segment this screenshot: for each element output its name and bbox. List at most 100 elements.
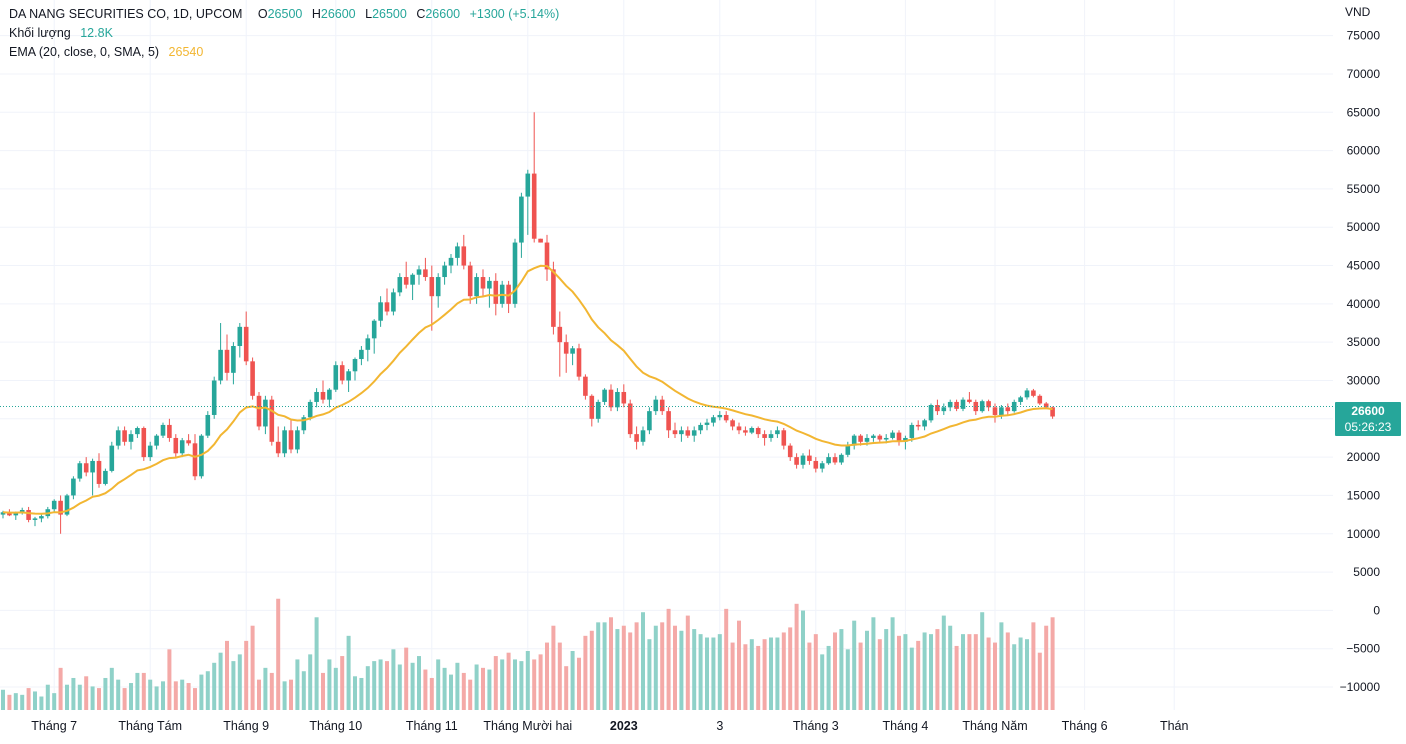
candle-body xyxy=(58,500,63,515)
volume-bar xyxy=(301,671,306,710)
y-tick-label: 35000 xyxy=(1347,335,1381,349)
ema-row[interactable]: EMA (20, close, 0, SMA, 5) 26540 xyxy=(9,43,559,62)
candle-body xyxy=(160,424,166,436)
ema-label[interactable]: EMA (20, close, 0, SMA, 5) xyxy=(9,45,160,59)
candle-body xyxy=(410,274,415,285)
candle-body xyxy=(576,348,582,377)
volume-bar xyxy=(269,672,274,710)
candle-body xyxy=(666,411,671,431)
ema-line xyxy=(2,264,1053,515)
volume-bar xyxy=(532,659,537,710)
volume-bar xyxy=(724,608,729,710)
candle-body xyxy=(608,389,614,408)
volume-bar xyxy=(186,683,191,710)
volume-bar xyxy=(973,634,978,710)
candle-body xyxy=(141,428,147,458)
time-axis[interactable] xyxy=(0,710,1333,739)
candle-body xyxy=(269,399,275,442)
candle-body xyxy=(704,422,710,425)
candle-body xyxy=(0,512,6,515)
candle-body xyxy=(807,455,812,461)
candle-body xyxy=(237,326,243,347)
volume-bar xyxy=(218,652,223,710)
open-key: O xyxy=(257,7,268,21)
volume-bar xyxy=(397,664,402,710)
volume-bar xyxy=(84,676,89,710)
candle-body xyxy=(307,401,313,418)
volume-bar xyxy=(141,672,146,710)
candle-body xyxy=(615,391,620,408)
candle-body xyxy=(538,238,543,243)
volume-bar xyxy=(813,634,818,710)
volume-bar xyxy=(378,659,383,710)
candle-body xyxy=(883,437,889,440)
candle-body xyxy=(461,246,467,266)
symbol-row[interactable]: DA NANG SECURITIES CO, 1D, UPCOM O26500 … xyxy=(9,5,559,24)
price-axis[interactable] xyxy=(1333,0,1406,739)
volume-bar xyxy=(634,622,639,710)
volume-bar xyxy=(77,684,82,710)
volume-bar xyxy=(756,645,761,710)
last-price-value: 26600 xyxy=(1351,404,1385,418)
x-tick-label: Tháng Năm xyxy=(962,719,1027,733)
candle-body xyxy=(679,430,684,435)
candle-body xyxy=(800,455,806,465)
volume-bar xyxy=(916,640,921,710)
candle-body xyxy=(13,513,19,516)
candle-body xyxy=(1037,395,1043,404)
low-value: 26500 xyxy=(372,7,407,21)
volume-bar xyxy=(711,637,716,710)
candle-body xyxy=(423,269,428,278)
candle-body xyxy=(263,399,268,427)
candle-body xyxy=(442,265,447,278)
candle-body xyxy=(979,401,985,412)
candle-body xyxy=(531,173,537,239)
candle-body xyxy=(557,326,563,343)
candle-body xyxy=(301,417,307,431)
candle-body xyxy=(621,391,627,404)
volume-bar xyxy=(551,625,556,710)
candle-body xyxy=(826,457,831,464)
volume-bar xyxy=(769,637,773,710)
volume-bar xyxy=(628,632,633,710)
volume-bar xyxy=(154,686,159,710)
candle-body xyxy=(839,454,844,463)
volume-bar xyxy=(794,603,799,710)
volume-row[interactable]: Khối lượng 12.8K xyxy=(9,24,559,43)
candle-body xyxy=(519,196,524,243)
y-tick-label: 65000 xyxy=(1347,105,1381,119)
candle-body xyxy=(192,443,198,477)
candle-body xyxy=(698,424,703,431)
candle-body xyxy=(26,509,31,520)
volume-label[interactable]: Khối lượng xyxy=(9,26,71,40)
candle-body xyxy=(730,420,735,427)
volume-bar xyxy=(660,622,665,710)
x-tick-label: Tháng 6 xyxy=(1062,719,1108,733)
volume-bar xyxy=(986,637,991,710)
y-tick-label: 70000 xyxy=(1347,67,1381,81)
ema-value: 26540 xyxy=(168,45,204,59)
candle-body xyxy=(250,361,255,396)
candle-body xyxy=(339,365,345,381)
symbol-title[interactable]: DA NANG SECURITIES CO, 1D, UPCOM xyxy=(9,7,243,21)
candle-body xyxy=(570,348,575,354)
candle-body xyxy=(243,326,249,362)
y-tick-label: 40000 xyxy=(1347,297,1381,311)
open-value: 26500 xyxy=(267,7,303,21)
y-tick-label: 20000 xyxy=(1347,450,1381,464)
candle-body xyxy=(762,434,767,438)
volume-bar xyxy=(39,696,44,710)
volume-bar xyxy=(212,662,217,710)
volume-bar xyxy=(730,642,735,710)
volume-bar xyxy=(743,644,748,710)
candle-body xyxy=(525,173,531,197)
volume-bar xyxy=(353,676,357,710)
candle-body xyxy=(205,414,211,436)
candle-body xyxy=(512,242,518,304)
candle-body xyxy=(1024,390,1030,398)
candle-body xyxy=(333,365,339,390)
candle-body xyxy=(167,424,172,438)
candle-body xyxy=(723,414,729,421)
